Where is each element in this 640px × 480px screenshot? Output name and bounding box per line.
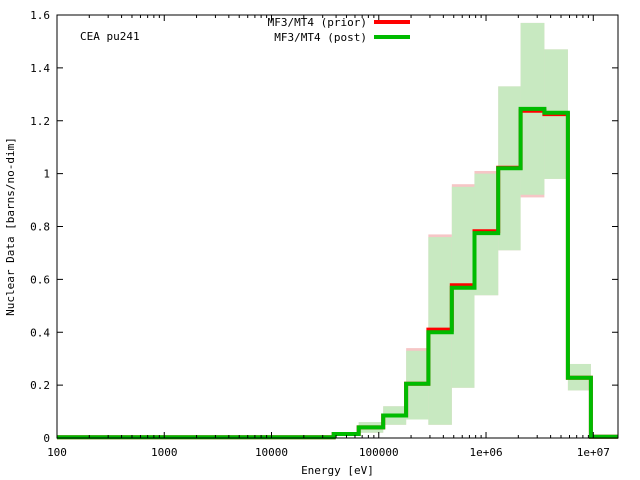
x-axis-label: Energy [eV]	[301, 464, 374, 477]
series-line-post	[57, 106, 618, 440]
x-tick-label: 1000	[151, 446, 178, 459]
y-axis-label: Nuclear Data [barns/no-dim]	[4, 137, 17, 316]
legend-label: MF3/MT4 (post)	[274, 31, 367, 44]
x-tick-label: 1e+06	[469, 446, 502, 459]
x-tick-label: 100000	[359, 446, 399, 459]
legend-label: MF3/MT4 (prior)	[268, 16, 367, 29]
x-axis-ticks: 100 1000 10000 100000 1e+06 1e+07	[47, 15, 610, 459]
y-tick-label: 0.6	[30, 273, 50, 286]
y-tick-label: 1.2	[30, 115, 50, 128]
y-tick-label: 0.4	[30, 326, 50, 339]
x-tick-label: 100	[47, 446, 67, 459]
y-tick-label: 1.6	[30, 9, 50, 22]
chart-annotation: CEA pu241	[80, 30, 140, 43]
y-tick-label: 0.8	[30, 221, 50, 234]
x-tick-label: 1e+07	[577, 446, 610, 459]
legend: MF3/MT4 (prior) MF3/MT4 (post)	[268, 16, 410, 44]
y-tick-label: 1.4	[30, 62, 50, 75]
series-lines	[57, 106, 618, 440]
y-tick-label: 1	[43, 168, 50, 181]
x-tick-label: 10000	[255, 446, 288, 459]
y-tick-label: 0	[43, 432, 50, 445]
y-axis-ticks: 0 0.2 0.4 0.6 0.8 1 1.2 1.4 1.6	[30, 9, 618, 445]
y-tick-label: 0.2	[30, 379, 50, 392]
